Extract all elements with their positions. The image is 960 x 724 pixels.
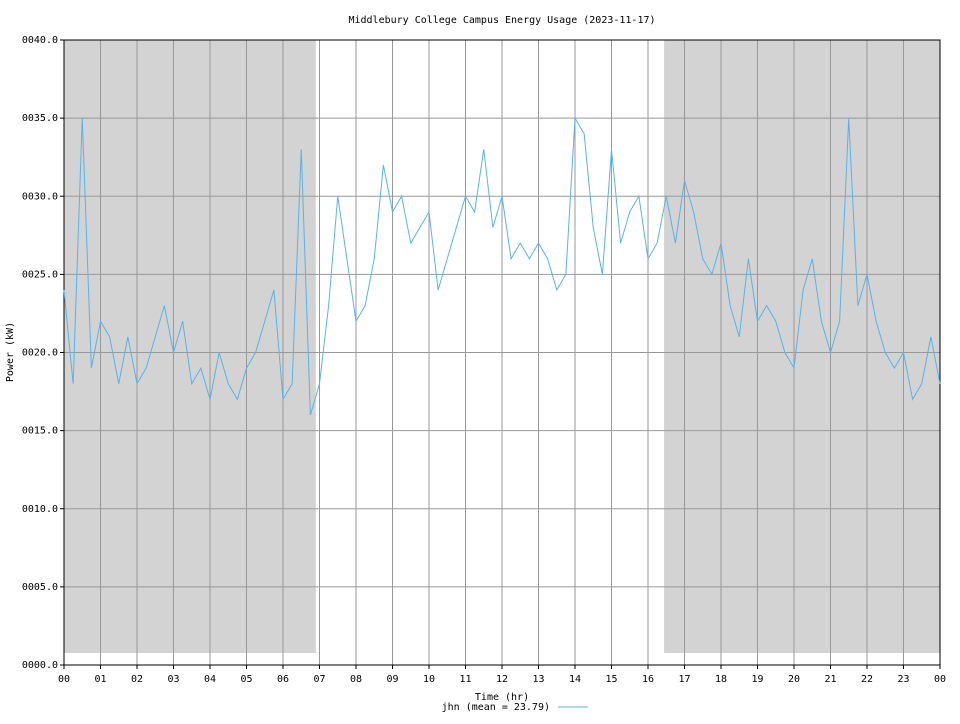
x-tick-label: 18 <box>715 674 727 685</box>
x-tick-label: 17 <box>678 674 690 685</box>
x-tick-label: 05 <box>240 674 252 685</box>
y-tick-label: 0035.0 <box>22 113 58 124</box>
y-tick-label: 0000.0 <box>22 660 58 671</box>
x-tick-label: 09 <box>386 674 398 685</box>
y-tick-label: 0010.0 <box>22 504 58 515</box>
x-tick-label: 06 <box>277 674 289 685</box>
plot-border <box>63 39 941 666</box>
x-tick-label: 16 <box>642 674 654 685</box>
y-tick-label: 0040.0 <box>22 35 58 46</box>
y-tick-label: 0005.0 <box>22 582 58 593</box>
x-tick-label: 08 <box>350 674 362 685</box>
y-tick-label: 0015.0 <box>22 426 58 437</box>
x-tick-label: 21 <box>824 674 836 685</box>
x-tick-label: 20 <box>788 674 800 685</box>
y-tick-label: 0030.0 <box>22 191 58 202</box>
x-tick-label: 10 <box>423 674 435 685</box>
x-tick-label: 15 <box>605 674 617 685</box>
x-tick-label: 00 <box>934 674 946 685</box>
shaded-region <box>64 40 316 653</box>
x-tick-label: 11 <box>459 674 471 685</box>
x-tick-label: 02 <box>131 674 143 685</box>
x-tick-label: 19 <box>751 674 763 685</box>
legend-label: jhn (mean = 23.79) <box>442 702 550 713</box>
x-tick-label: 12 <box>496 674 508 685</box>
x-tick-label: 01 <box>94 674 106 685</box>
x-tick-label: 03 <box>167 674 179 685</box>
x-tick-label: 23 <box>897 674 909 685</box>
y-tick-label: 0025.0 <box>22 269 58 280</box>
y-axis-label: Power (kW) <box>5 322 16 382</box>
x-tick-label: 14 <box>569 674 581 685</box>
shaded-region <box>664 40 940 653</box>
x-axis-label: Time (hr) <box>475 692 529 703</box>
y-tick-label: 0020.0 <box>22 348 58 359</box>
x-tick-label: 00 <box>58 674 70 685</box>
data-line <box>63 116 941 416</box>
x-tick-label: 13 <box>532 674 544 685</box>
chart-title: Middlebury College Campus Energy Usage (… <box>348 15 655 26</box>
x-tick-label: 04 <box>204 674 216 685</box>
x-tick-label: 22 <box>861 674 873 685</box>
x-tick-label: 07 <box>313 674 325 685</box>
